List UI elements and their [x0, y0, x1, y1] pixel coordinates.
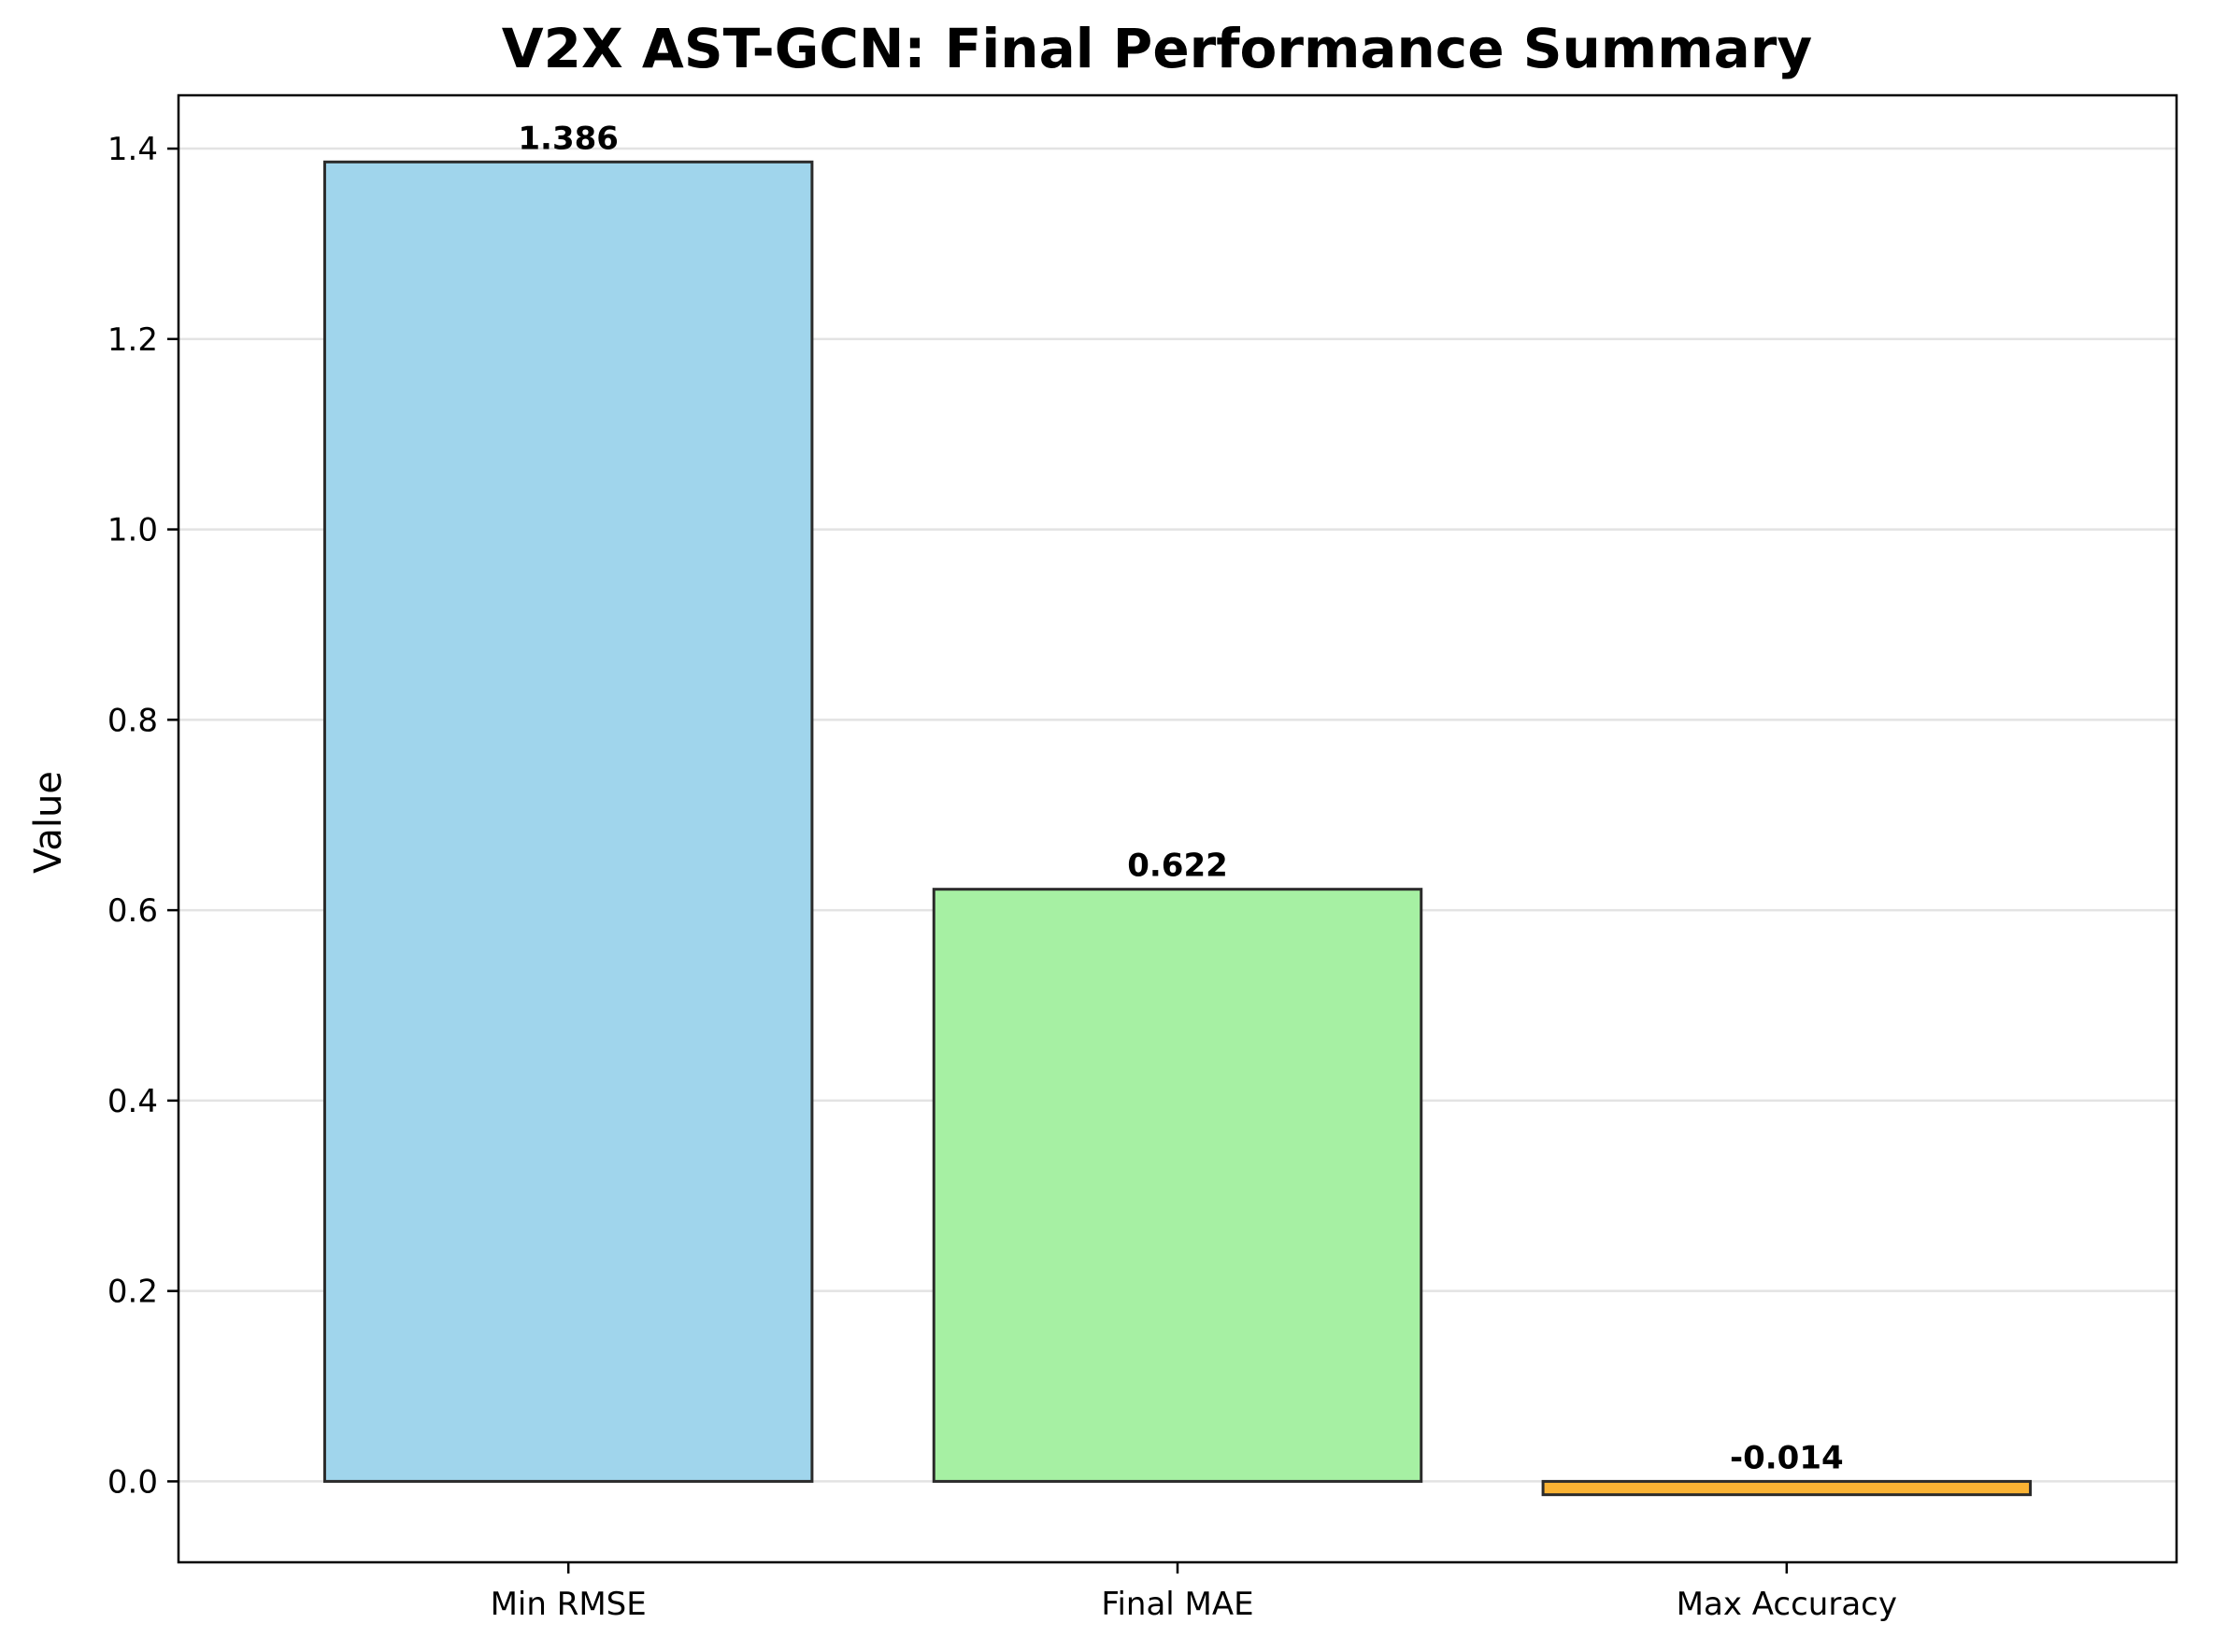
- plot-frame: [177, 93, 2178, 1564]
- y-tick-label: 0.2: [107, 1274, 158, 1311]
- bar: [322, 160, 814, 1483]
- y-tick-label: 1.2: [107, 321, 158, 359]
- y-tick-label: 0.8: [107, 702, 158, 739]
- chart-title: V2X AST-GCN: Final Performance Summary: [502, 17, 1812, 80]
- x-tick-label: Min RMSE: [491, 1586, 647, 1623]
- y-tick-label: 0.6: [107, 892, 158, 930]
- bars: [322, 160, 2033, 1497]
- y-tick-label: 1.4: [107, 131, 158, 168]
- bar: [932, 888, 1423, 1483]
- axis-ticks: 0.0 0.2 0.4 0.6 0.8 1.0 1.2 1.4 Min RMSE Final MA…: [107, 131, 1897, 1623]
- y-tick-label: 1.0: [107, 512, 158, 549]
- bar: [1541, 1479, 2033, 1497]
- y-axis-label: Value: [27, 771, 70, 874]
- x-tick-label: Max Accuracy: [1677, 1586, 1897, 1623]
- bar-value-labels: 1.386 0.622 -0.014: [518, 120, 1843, 1476]
- y-tick-label: 0.0: [107, 1463, 158, 1501]
- x-tick-label: Final MAE: [1101, 1586, 1253, 1623]
- y-tick-label: 0.4: [107, 1083, 158, 1120]
- bar-value-label: 1.386: [518, 120, 619, 157]
- bar-value-label: 0.622: [1127, 847, 1228, 885]
- bar-value-label: -0.014: [1730, 1439, 1844, 1476]
